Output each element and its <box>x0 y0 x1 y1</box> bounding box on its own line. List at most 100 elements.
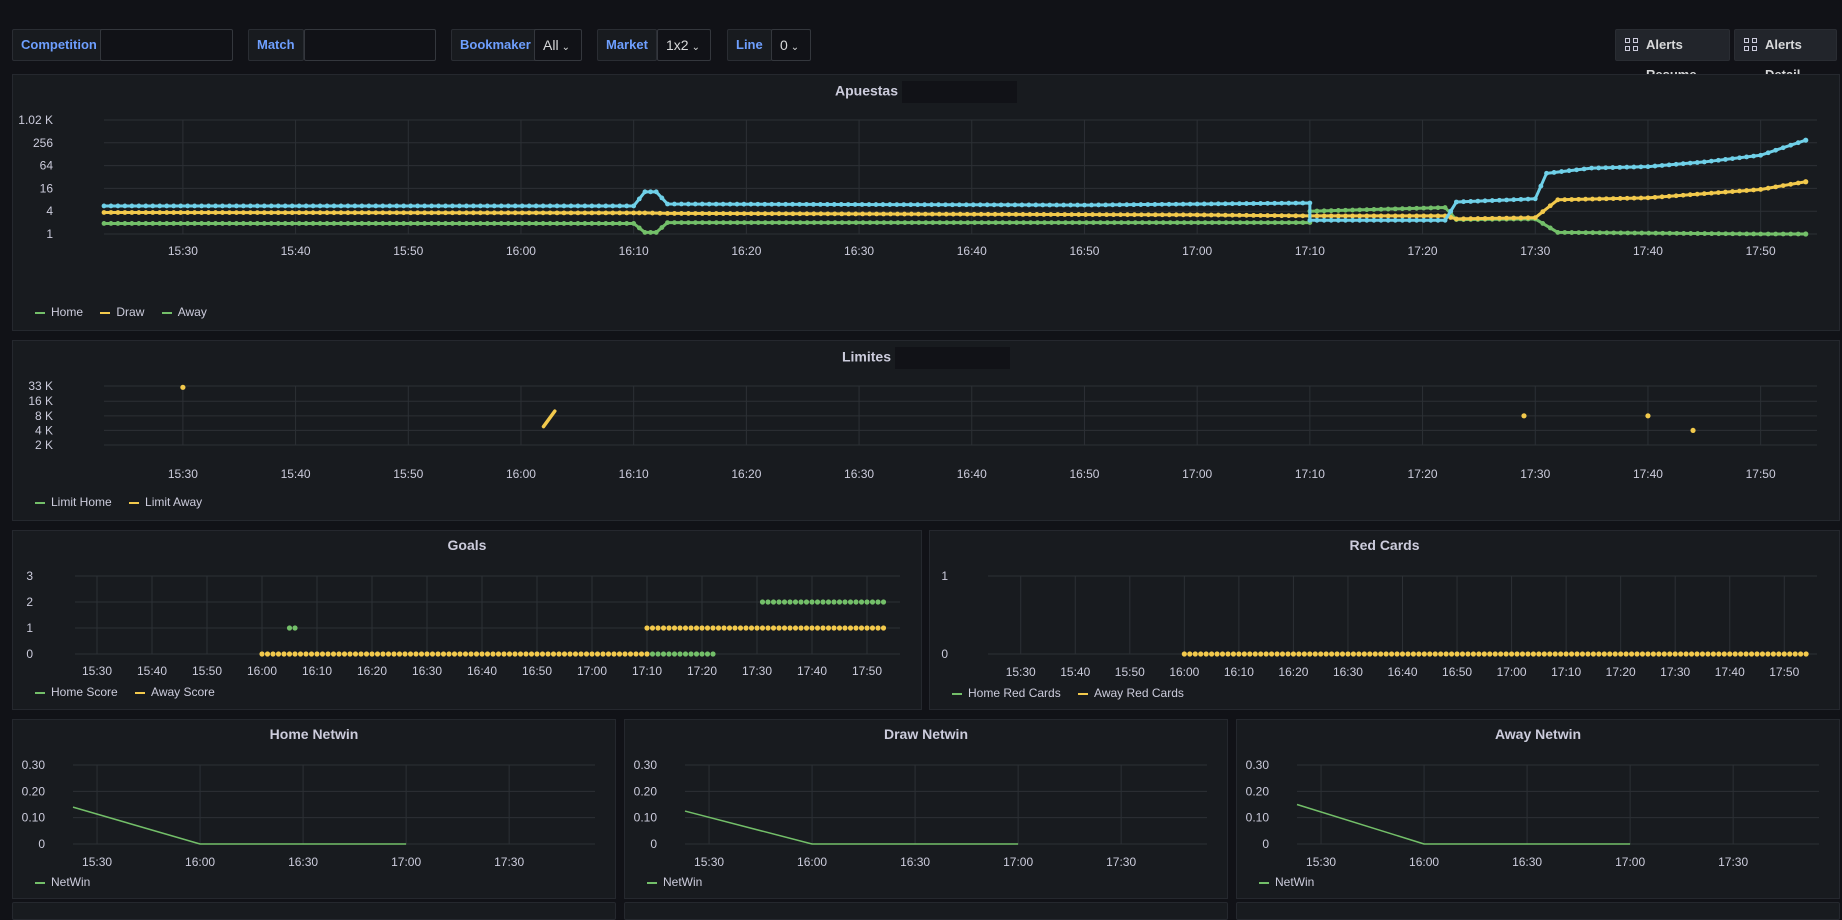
series-point-away-red-cards <box>1541 651 1547 657</box>
legend-item-home[interactable]: Home <box>35 305 83 319</box>
x-tick-label: 16:00 <box>1409 855 1439 869</box>
series-point-limit-away <box>1645 413 1651 419</box>
series-point-away-score <box>468 651 474 657</box>
series-point-home <box>1646 230 1652 236</box>
x-tick-label: 17:30 <box>742 664 772 678</box>
legend-item-home-red-cards[interactable]: Home Red Cards <box>952 686 1061 700</box>
legend-label: NetWin <box>663 875 703 889</box>
series-point-home-score <box>869 599 876 605</box>
legend-item-away-score[interactable]: Away Score <box>135 685 215 699</box>
legend-item-netwin[interactable]: NetWin <box>647 875 702 889</box>
series-point-draw <box>1773 184 1779 190</box>
legend-item-netwin[interactable]: NetWin <box>1259 875 1314 889</box>
series-point-away-red-cards <box>1738 651 1744 657</box>
series-point-draw <box>1435 213 1441 219</box>
series-point-home-score <box>853 599 859 605</box>
alerts-resume-button[interactable]: Alerts Resume <box>1615 29 1730 82</box>
series-point-draw <box>526 210 532 216</box>
series-point-home <box>1688 231 1694 236</box>
series-point-away-red-cards <box>1721 651 1727 657</box>
panel-apuestas[interactable]: Apuestas 1 4 16 64 256 1.02 K 15:30 15:40 15:50 1… <box>12 74 1840 331</box>
series-point-away-score <box>710 625 716 631</box>
market-select[interactable]: 1x2 ⌄ <box>657 29 711 61</box>
series-point-away-red-cards <box>1590 651 1596 657</box>
draw-netwin-chart: 0 0.10 0.20 0.30 15:30 16:00 16:30 17:00 17:30 <box>634 758 1207 869</box>
series-point-away-red-cards <box>1748 651 1755 657</box>
series-point-draw <box>1590 196 1595 202</box>
legend-item-away[interactable]: Away <box>161 305 207 319</box>
panel-home-netwin[interactable]: Home Netwin 0 0.10 0.20 0.30 15:30 16:00 16:30… <box>12 719 616 899</box>
series-point-away <box>1110 202 1116 208</box>
panel-goals[interactable]: Goals 0 1 2 3 15:30 15:40 15:50 16:00 16:10 16:20… <box>12 530 922 710</box>
competition-input[interactable] <box>100 29 233 61</box>
series-point-home <box>1625 230 1631 236</box>
series-point-home <box>1702 231 1708 236</box>
series-point-home <box>699 220 705 226</box>
legend-item-draw[interactable]: Draw <box>100 305 144 319</box>
series-point-away <box>1407 217 1412 223</box>
x-tick-label: 16:20 <box>731 244 761 258</box>
series-point-home <box>818 220 824 226</box>
series-point-away <box>1574 167 1579 173</box>
series-point-draw <box>136 210 142 215</box>
series-point-draw <box>902 211 907 217</box>
series-point-away <box>254 203 260 209</box>
x-tick-label: 16:30 <box>844 467 874 481</box>
panel-edge <box>12 902 616 920</box>
series-point-away <box>1504 197 1509 203</box>
series-point-home <box>874 220 880 226</box>
series-point-home-score <box>286 625 293 631</box>
x-tick-label: 17:40 <box>1633 244 1663 258</box>
alerts-detail-button[interactable]: Alerts Detail <box>1734 29 1837 82</box>
panel-draw-netwin[interactable]: Draw Netwin 0 0.10 0.20 0.30 15:30 16:00 16:30… <box>624 719 1228 899</box>
legend-item-limit-home[interactable]: Limit Home <box>35 495 112 509</box>
series-point-away-score <box>869 625 876 631</box>
series-point-draw <box>617 210 623 216</box>
series-point-home <box>359 221 365 226</box>
legend-item-limit-away[interactable]: Limit Away <box>129 495 202 509</box>
series-point-away-score <box>545 651 551 657</box>
line-select[interactable]: 0 ⌄ <box>771 29 811 61</box>
series-point-draw <box>1803 179 1809 185</box>
series-point-away-score <box>644 625 650 631</box>
series-point-draw <box>1145 212 1151 218</box>
series-point-away-score <box>336 651 342 657</box>
panel-away-netwin[interactable]: Away Netwin 0 0.10 0.20 0.30 15:30 16:00 16:30… <box>1236 719 1840 899</box>
legend-item-netwin[interactable]: NetWin <box>35 875 90 889</box>
series-point-away-score <box>781 625 788 631</box>
series-point-away <box>1428 217 1434 223</box>
series-point-draw <box>1652 194 1658 200</box>
series-point-draw <box>679 211 684 216</box>
series-point-away <box>1005 202 1011 208</box>
series-point-draw <box>860 211 866 217</box>
series-point-draw <box>1468 216 1474 222</box>
series-point-home <box>1604 230 1610 236</box>
series-point-draw <box>519 210 525 216</box>
series-point-home <box>1118 220 1124 226</box>
series-point-away <box>1421 217 1427 223</box>
series-point-draw <box>1180 212 1186 218</box>
series-point-away-red-cards <box>1448 651 1455 657</box>
y-tick-label: 0.30 <box>634 758 658 772</box>
series-point-home-score <box>864 599 870 605</box>
series-point-home <box>1293 220 1299 226</box>
legend-swatch <box>35 881 45 884</box>
series-point-away <box>1307 200 1313 206</box>
bookmaker-select[interactable]: All ⌄ <box>534 29 582 61</box>
series-point-home <box>582 221 588 226</box>
panel-red-cards[interactable]: Red Cards 0 1 15:30 15:40 15:50 16:00 16:10 16:… <box>929 530 1840 710</box>
series-point-home <box>1795 231 1801 237</box>
series-point-draw <box>631 210 637 216</box>
legend-item-home-score[interactable]: Home Score <box>35 685 118 699</box>
series-point-away <box>1589 165 1595 171</box>
legend-item-away-red-cards[interactable]: Away Red Cards <box>1078 686 1184 700</box>
series-point-limit-away <box>1690 427 1696 434</box>
series-point-away-score <box>363 651 370 657</box>
series-point-draw <box>1364 213 1370 219</box>
series-point-draw <box>1788 181 1794 187</box>
match-input[interactable] <box>304 29 436 61</box>
series-line-netwin <box>72 806 407 845</box>
series-point-draw <box>804 211 810 217</box>
series-point-away <box>540 203 546 209</box>
